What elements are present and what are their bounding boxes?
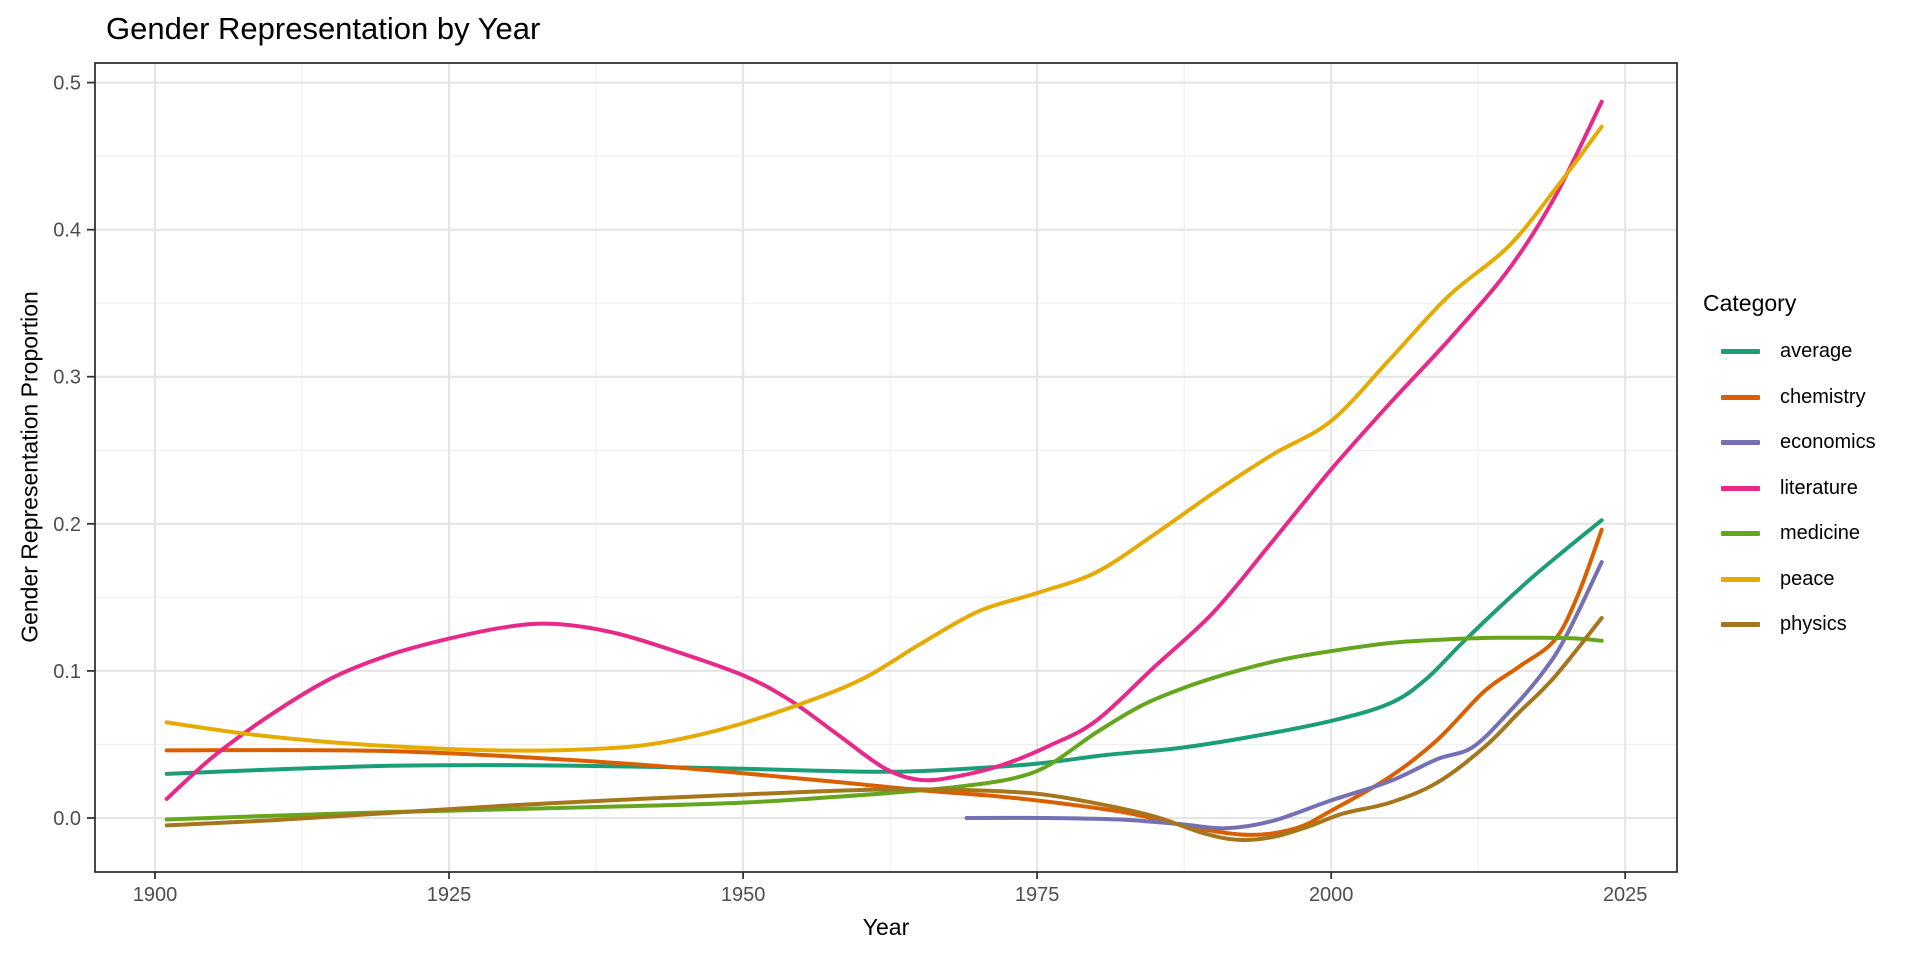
series-line-medicine [164,635,1604,822]
x-tick-label: 1900 [133,884,178,906]
x-tick-label: 1950 [721,884,766,906]
series-line-literature [164,99,1604,801]
legend-swatch-literature [1721,485,1760,491]
legend-label: peace [1780,567,1835,590]
legend-item-chemistry: chemistry [1703,375,1876,421]
legend-label: economics [1780,431,1876,454]
legend-item-average: average [1703,329,1876,375]
series-line-peace [164,124,1604,753]
x-tick-label: 1925 [427,884,472,906]
legend-label: physics [1780,613,1847,636]
legend-swatch-medicine [1721,531,1760,537]
legend-swatch-chemistry [1721,394,1760,400]
y-tick-label: 0.4 [53,220,81,242]
legend-swatch-peace [1721,576,1760,582]
x-tick-label: 1975 [1015,884,1060,906]
panel-border [94,62,1678,873]
legend-item-literature: literature [1703,466,1876,512]
y-tick-label: 0.3 [53,367,81,389]
legend-title: Category [1703,290,1797,316]
legend: Category average chemistry economics litera… [1703,281,1876,648]
legend-item-medicine: medicine [1703,511,1876,557]
legend-label: chemistry [1780,385,1866,408]
y-tick-label: 0.0 [53,808,81,830]
x-axis-title: Year [862,914,910,940]
y-axis-title: Gender Representation Proportion [16,291,43,643]
chart-title: Gender Representation by Year [106,11,541,46]
legend-item-peace: peace [1703,557,1876,603]
y-tick-label: 0.5 [53,73,81,95]
x-tick-label: 2025 [1603,884,1648,906]
series-line-physics [164,616,1604,842]
legend-label: medicine [1780,522,1861,545]
legend-swatch-physics [1721,622,1760,628]
legend-item-economics: economics [1703,420,1876,466]
y-tick-label: 0.2 [53,514,81,536]
legend-label: literature [1780,476,1858,499]
series-line-chemistry [164,527,1604,837]
legend-swatch-average [1721,349,1760,355]
legend-swatch-economics [1721,440,1760,446]
series-line-average [164,518,1604,776]
y-tick-label: 0.1 [53,661,81,683]
legend-label: average [1780,340,1853,363]
legend-items: average chemistry economics literature medic… [1703,329,1876,648]
legend-item-physics: physics [1703,602,1876,648]
x-tick-label: 2000 [1309,884,1354,906]
series-line-economics [964,560,1604,831]
